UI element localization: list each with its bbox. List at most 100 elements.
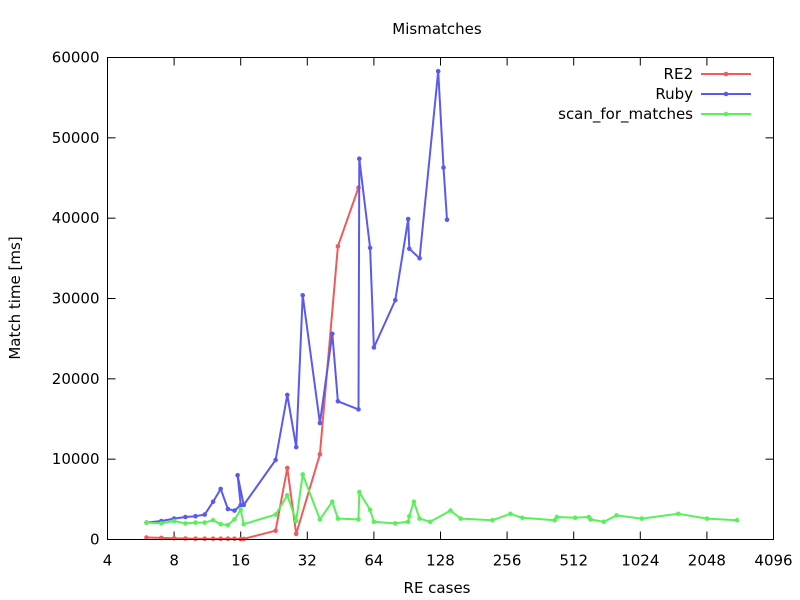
data-point-ruby: [357, 156, 362, 161]
data-point-scan-for-matches: [588, 517, 593, 522]
data-point-scan-for-matches: [572, 515, 578, 521]
data-point-ruby: [273, 457, 278, 463]
data-point-re2: [225, 536, 231, 541]
x-tick-label: 32: [298, 552, 317, 570]
data-point-ruby: [407, 246, 412, 251]
series-scan-for-matches: [144, 472, 740, 528]
data-point-scan-for-matches: [171, 518, 177, 524]
series-ruby: [144, 68, 450, 525]
data-point-scan-for-matches: [356, 517, 361, 522]
data-point-re2: [144, 535, 149, 540]
y-tick-label: 40000: [52, 209, 100, 227]
y-tick-label: 20000: [52, 370, 100, 388]
data-point-ruby: [285, 392, 290, 398]
data-point-scan-for-matches: [273, 512, 278, 517]
x-tick-label: 16: [231, 552, 250, 570]
y-tick-label: 10000: [52, 450, 100, 468]
data-point-ruby: [417, 255, 422, 261]
series-layer: [144, 68, 740, 542]
data-point-scan-for-matches: [601, 519, 607, 525]
data-point-scan-for-matches: [210, 517, 216, 523]
data-point-ruby: [335, 399, 341, 404]
legend-label-scan-for-matches: scan_for_matches: [558, 105, 693, 124]
legend-label-ruby: Ruby: [655, 85, 693, 103]
data-point-scan-for-matches: [285, 493, 290, 498]
data-point-ruby: [393, 297, 398, 303]
data-point-scan-for-matches: [417, 516, 422, 521]
data-point-scan-for-matches: [293, 518, 299, 524]
data-point-ruby: [330, 331, 335, 337]
data-point-ruby: [241, 502, 246, 508]
data-point-ruby: [193, 513, 198, 519]
data-point-scan-for-matches: [734, 517, 740, 523]
data-point-re2: [285, 465, 290, 471]
data-point-scan-for-matches: [405, 519, 411, 525]
data-point-scan-for-matches: [193, 520, 198, 525]
data-point-scan-for-matches: [554, 514, 560, 520]
data-point-ruby: [183, 514, 188, 520]
data-point-scan-for-matches: [218, 521, 223, 527]
y-axis-label: Match time [ms]: [6, 236, 24, 359]
data-point-ruby: [367, 245, 373, 251]
data-point-scan-for-matches: [202, 520, 207, 525]
data-point-re2: [241, 536, 246, 542]
data-point-ruby: [232, 508, 237, 513]
data-point-scan-for-matches: [335, 516, 341, 521]
data-point-ruby: [235, 472, 240, 478]
data-point-scan-for-matches: [427, 519, 433, 525]
plot-frame: [107, 57, 774, 540]
x-tick-label: 128: [426, 552, 455, 570]
data-point-ruby: [371, 345, 377, 350]
chart-title: Mismatches: [392, 20, 482, 38]
data-point-ruby: [300, 293, 306, 298]
data-point-ruby: [218, 486, 223, 492]
data-point-scan-for-matches: [317, 517, 323, 522]
data-point-ruby: [444, 217, 450, 223]
data-point-scan-for-matches: [490, 517, 495, 523]
x-tick-label: 2048: [688, 552, 726, 570]
series-line-ruby: [146, 70, 448, 524]
legend: RE2 Ruby scan_for_matches: [558, 65, 751, 124]
legend-marker-ruby: [723, 91, 729, 97]
data-point-scan-for-matches: [520, 515, 525, 521]
data-point-re2: [232, 536, 237, 541]
y-tick-label: 30000: [52, 290, 100, 308]
data-point-scan-for-matches: [704, 516, 710, 521]
data-point-scan-for-matches: [448, 508, 453, 513]
data-point-scan-for-matches: [676, 511, 681, 517]
data-point-scan-for-matches: [330, 499, 335, 505]
data-point-ruby: [441, 165, 446, 170]
x-tick-label: 256: [493, 552, 522, 570]
data-point-scan-for-matches: [458, 516, 464, 521]
y-tick-label: 60000: [52, 49, 100, 67]
data-point-re2: [193, 536, 198, 541]
data-point-scan-for-matches: [241, 521, 246, 527]
x-axis-label: RE cases: [404, 579, 471, 597]
data-point-scan-for-matches: [183, 521, 188, 526]
x-tick-label: 512: [559, 552, 588, 570]
x-tick-label: 64: [364, 552, 383, 570]
data-point-scan-for-matches: [393, 521, 398, 526]
data-point-ruby: [317, 420, 323, 426]
x-tick-label: 1024: [621, 552, 659, 570]
axis-ticks: 0 10000 20000 30000 40000 50000 60000 4 8 16 32 64 1…: [52, 49, 793, 570]
data-point-ruby: [202, 512, 207, 517]
data-point-scan-for-matches: [238, 507, 243, 513]
data-point-scan-for-matches: [552, 517, 557, 523]
data-point-scan-for-matches: [144, 520, 149, 525]
data-point-re2: [317, 452, 323, 457]
data-point-scan-for-matches: [371, 519, 377, 525]
data-point-re2: [335, 244, 341, 249]
x-tick-label: 4: [103, 552, 113, 570]
data-point-ruby: [405, 216, 411, 222]
data-point-scan-for-matches: [159, 521, 164, 526]
data-point-scan-for-matches: [357, 489, 362, 495]
series-line-re2: [146, 187, 360, 541]
data-point-re2: [202, 536, 207, 541]
data-point-scan-for-matches: [367, 507, 373, 513]
data-point-re2: [293, 531, 299, 537]
data-point-re2: [273, 528, 278, 533]
legend-marker-scan-for-matches: [723, 111, 729, 117]
data-point-re2: [210, 536, 216, 541]
